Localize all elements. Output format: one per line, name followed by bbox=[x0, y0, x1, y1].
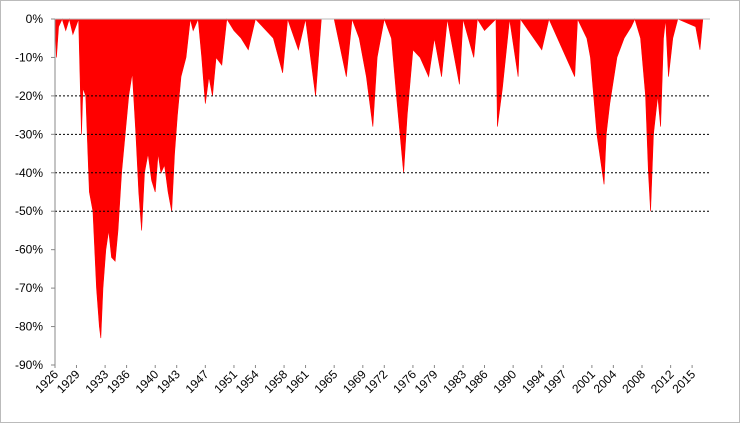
y-tick-label: -90% bbox=[15, 358, 43, 372]
y-tick-label: -10% bbox=[15, 50, 43, 64]
y-tick-label: -30% bbox=[15, 127, 43, 141]
y-tick-label: 0% bbox=[26, 12, 44, 26]
y-tick-label: -50% bbox=[15, 204, 43, 218]
y-tick-label: -80% bbox=[15, 320, 43, 334]
y-tick-label: -40% bbox=[15, 166, 43, 180]
y-tick-label: -60% bbox=[15, 243, 43, 257]
y-tick-label: -20% bbox=[15, 89, 43, 103]
y-tick-label: -70% bbox=[15, 281, 43, 295]
